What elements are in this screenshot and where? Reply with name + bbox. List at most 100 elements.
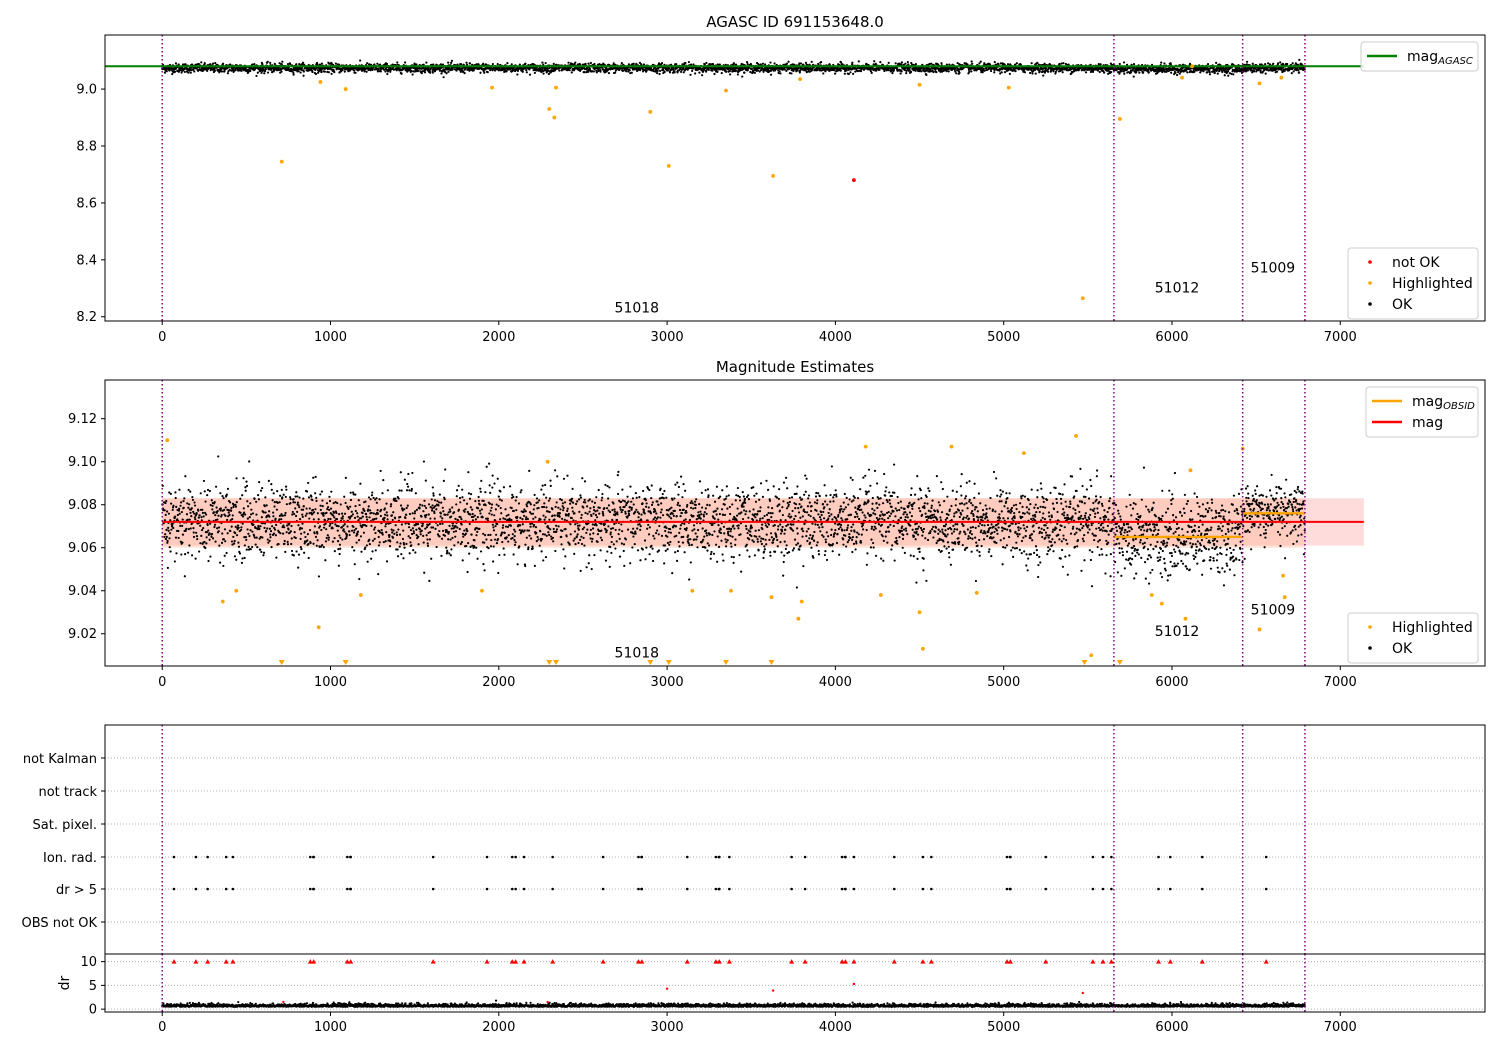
ok-point bbox=[164, 533, 167, 536]
ok-point bbox=[230, 506, 233, 510]
y-tick-label: 9.0 bbox=[76, 83, 97, 98]
ok-point bbox=[208, 538, 211, 541]
ok-point bbox=[182, 506, 185, 509]
ok-point bbox=[240, 526, 243, 529]
ok-point bbox=[301, 508, 305, 511]
ok-point bbox=[442, 76, 445, 79]
ok-point bbox=[207, 559, 210, 563]
ok-point bbox=[707, 68, 710, 71]
ok-point bbox=[325, 536, 328, 540]
ok-point bbox=[316, 512, 319, 515]
ok-point bbox=[280, 488, 283, 491]
ok-point bbox=[284, 495, 287, 498]
ok-point bbox=[164, 537, 168, 541]
ok-point bbox=[1298, 58, 1301, 61]
ok-point bbox=[204, 500, 207, 503]
ok-point bbox=[167, 526, 170, 529]
ok-point bbox=[839, 69, 842, 72]
ok-point bbox=[330, 490, 333, 493]
ok-point bbox=[174, 70, 177, 73]
ok-point bbox=[315, 499, 318, 502]
ok-point bbox=[302, 505, 305, 508]
ok-point bbox=[275, 508, 279, 511]
ok-point bbox=[317, 575, 321, 578]
ok-point bbox=[1213, 71, 1216, 75]
ok-point bbox=[194, 518, 197, 521]
ok-point bbox=[713, 72, 716, 76]
ok-point bbox=[1028, 71, 1032, 75]
ok-point bbox=[338, 534, 341, 537]
ok-point bbox=[1272, 62, 1275, 65]
ok-point bbox=[583, 71, 586, 74]
ok-point bbox=[1232, 73, 1235, 76]
ok-point bbox=[266, 527, 269, 530]
ok-point bbox=[338, 512, 341, 516]
ok-point bbox=[371, 67, 374, 71]
ok-point bbox=[269, 536, 272, 539]
ok-point bbox=[369, 63, 373, 66]
ok-point bbox=[1208, 73, 1212, 76]
ok-point bbox=[216, 509, 219, 513]
ok-point bbox=[1193, 70, 1196, 73]
ok-point bbox=[302, 74, 305, 77]
ok-point bbox=[343, 523, 346, 526]
ok-point bbox=[343, 530, 346, 533]
ok-point bbox=[658, 69, 662, 73]
ok-point bbox=[232, 535, 235, 538]
ok-point bbox=[373, 68, 377, 71]
ok-point bbox=[281, 496, 284, 499]
x-tick-label: 3000 bbox=[651, 330, 684, 345]
ok-point bbox=[270, 482, 273, 486]
ok-point bbox=[183, 70, 186, 74]
ok-point bbox=[542, 72, 545, 75]
ok-point bbox=[1297, 71, 1301, 74]
ok-point bbox=[761, 62, 765, 65]
ok-point bbox=[260, 550, 263, 554]
ok-point bbox=[224, 506, 227, 509]
ok-point bbox=[262, 551, 266, 554]
ok-point bbox=[905, 71, 908, 75]
ok-point bbox=[188, 518, 191, 521]
ok-point bbox=[248, 534, 251, 538]
ok-point bbox=[343, 512, 347, 515]
ok-point bbox=[341, 68, 344, 72]
ok-point bbox=[220, 70, 224, 73]
ok-point bbox=[907, 63, 910, 66]
ok-point bbox=[273, 62, 276, 66]
ok-point bbox=[711, 69, 714, 72]
ok-point bbox=[822, 72, 825, 75]
ok-point bbox=[225, 551, 228, 555]
ok-point bbox=[875, 69, 878, 72]
ok-point bbox=[787, 60, 790, 63]
ok-point bbox=[278, 518, 281, 521]
ok-point bbox=[970, 60, 973, 63]
ok-point bbox=[429, 71, 432, 74]
ok-point bbox=[205, 542, 208, 545]
highlighted-point bbox=[279, 159, 284, 164]
ok-point bbox=[909, 70, 913, 73]
legend-label: Highlighted bbox=[1392, 276, 1473, 292]
ok-point bbox=[215, 506, 218, 509]
ok-point bbox=[277, 542, 280, 546]
ok-point bbox=[431, 71, 434, 74]
ok-point bbox=[164, 501, 167, 505]
ok-point bbox=[521, 70, 524, 73]
ok-point bbox=[184, 553, 187, 556]
ok-point bbox=[242, 477, 245, 480]
ok-point bbox=[222, 538, 225, 541]
ok-point bbox=[266, 60, 269, 63]
ok-point bbox=[340, 526, 343, 529]
ok-point bbox=[1221, 70, 1224, 74]
ok-point bbox=[291, 510, 294, 514]
ok-point bbox=[403, 61, 407, 64]
ok-point bbox=[353, 69, 356, 72]
ok-point bbox=[167, 512, 171, 515]
ok-point bbox=[219, 507, 223, 510]
ok-point bbox=[251, 545, 254, 549]
ok-point bbox=[301, 61, 305, 64]
ok-point bbox=[300, 547, 303, 551]
ok-point bbox=[341, 515, 344, 518]
ok-point bbox=[213, 523, 217, 526]
ok-point bbox=[282, 532, 285, 535]
ok-point bbox=[320, 490, 323, 493]
